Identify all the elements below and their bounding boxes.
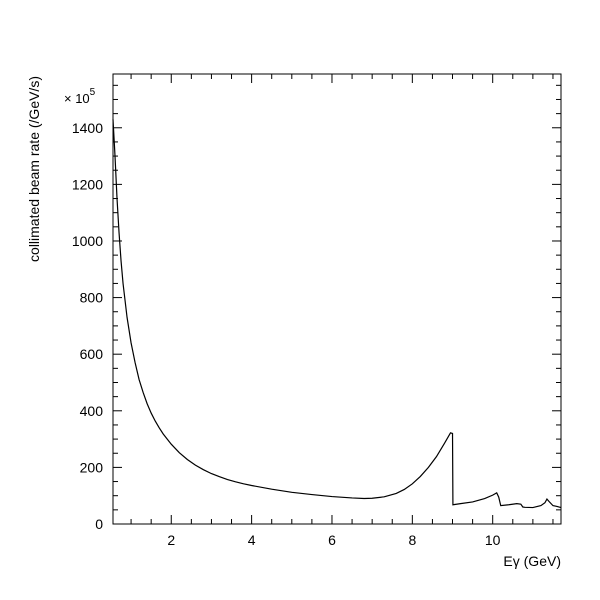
y-axis: 0 200 400 600 800 1000 1200 1400 — [72, 84, 561, 532]
y-tick-label: 200 — [80, 459, 104, 475]
y-tick-label: 1000 — [72, 233, 103, 249]
x-tick-label: 8 — [408, 532, 416, 548]
x-tick-label: 10 — [485, 532, 501, 548]
x-tick-label: 4 — [248, 532, 256, 548]
plot-frame — [112, 73, 562, 525]
x-tick-label: 6 — [328, 532, 336, 548]
y-tick-label: 400 — [80, 403, 104, 419]
series-line — [112, 119, 562, 509]
y-axis-label: collimated beam rate (/GeV/s) — [26, 76, 42, 262]
y-tick-label: 600 — [80, 346, 104, 362]
y-scale-label: × 105 — [64, 87, 96, 106]
x-axis-label: Eγ (GeV) — [503, 553, 561, 569]
y-tick-label: 800 — [80, 290, 104, 306]
y-scale-prefix: × 10 — [64, 91, 90, 106]
y-tick-label: 1200 — [72, 176, 103, 192]
y-tick-label: 1400 — [72, 120, 103, 136]
y-scale-exponent: 5 — [90, 87, 96, 98]
y-tick-label: 0 — [95, 516, 103, 532]
x-tick-label: 2 — [167, 532, 175, 548]
x-axis: 2 4 6 8 10 — [130, 74, 554, 548]
